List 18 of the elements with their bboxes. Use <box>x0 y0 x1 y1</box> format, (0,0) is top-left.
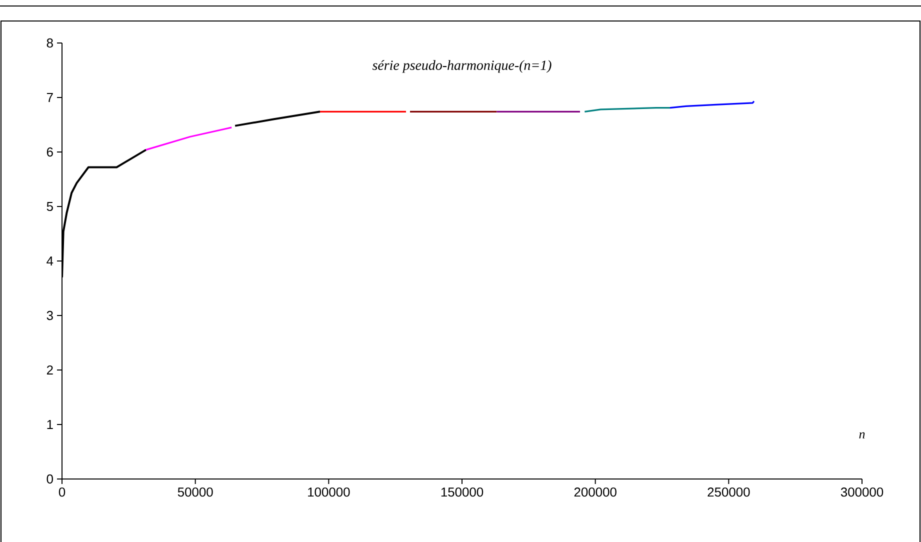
x-tick-label: 0 <box>58 488 66 497</box>
y-tick-label: 5 <box>46 202 53 211</box>
x-tick-label: 150000 <box>441 488 484 497</box>
y-tick-label: 0 <box>46 474 53 484</box>
y-tick-label: 8 <box>46 38 53 48</box>
x-tick-label: 300000 <box>840 488 884 497</box>
y-tick-label: 2 <box>46 365 53 375</box>
text: série pseudo-harmonique-(n=1) <box>372 60 552 73</box>
y-tick-label: 7 <box>46 93 53 102</box>
x-tick-label: 200000 <box>574 488 616 497</box>
y-tick-label: 1 <box>47 420 53 429</box>
y-tick-label: 3 <box>46 310 53 320</box>
x-tick-label: 50000 <box>178 488 213 497</box>
x-axis-title: n <box>859 432 865 438</box>
y-tick-label: 6 <box>46 147 53 157</box>
x-tick-label: 100000 <box>308 488 350 497</box>
y-tick-label: 4 <box>46 256 54 266</box>
x-tick-label: 250000 <box>708 488 750 497</box>
